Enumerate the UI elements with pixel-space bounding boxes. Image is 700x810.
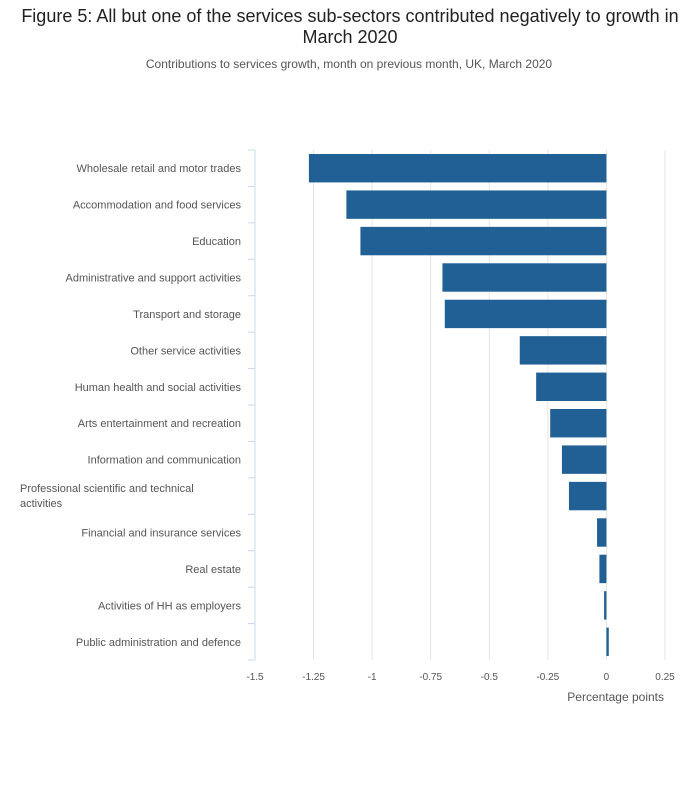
category-label: Public administration and defence <box>76 637 241 649</box>
bar <box>568 481 607 511</box>
x-tick-label: -1 <box>368 672 377 683</box>
bar <box>346 190 607 219</box>
chart-title: Figure 5: All but one of the services su… <box>21 6 679 47</box>
x-axis-ticks: -1.5 -1.25 -1 -0.75 -0.5 -0.25 0 0.25 <box>246 672 675 683</box>
x-axis-title: Percentage points <box>567 690 664 704</box>
x-tick-label: 0 <box>604 672 610 683</box>
category-label: Professional scientific and technical act… <box>20 483 194 510</box>
bar <box>597 518 607 547</box>
bar <box>444 299 607 329</box>
category-label: Administrative and support activities <box>66 273 242 285</box>
category-label: Wholesale retail and motor trades <box>77 163 242 175</box>
x-tick-label: -0.75 <box>419 672 442 683</box>
bar <box>604 591 607 620</box>
bar <box>561 445 607 474</box>
x-tick-label: -0.25 <box>536 672 559 683</box>
category-label: Activities of HH as employers <box>98 600 242 612</box>
bar <box>599 554 607 584</box>
category-label: Information and communication <box>88 455 241 467</box>
category-label: Other service activities <box>130 345 241 357</box>
bar <box>606 627 609 656</box>
category-label: Real estate <box>185 564 241 576</box>
category-label: Financial and insurance services <box>81 528 241 540</box>
bar <box>519 336 607 365</box>
category-label: Human health and social activities <box>75 382 242 394</box>
category-label: Education <box>192 236 241 248</box>
bar <box>536 372 607 401</box>
bars <box>308 154 609 656</box>
bar <box>442 263 607 292</box>
chart-subtitle: Contributions to services growth, month … <box>145 57 553 71</box>
bar <box>360 226 607 256</box>
x-tick-label: -1.5 <box>246 672 264 683</box>
y-axis <box>248 149 256 661</box>
category-labels: Wholesale retail and motor trades Accommo… <box>20 163 241 649</box>
gridlines <box>313 150 666 660</box>
category-label: Arts entertainment and recreation <box>78 418 241 430</box>
bar <box>308 154 607 183</box>
bar <box>550 409 607 438</box>
x-tick-label: -1.25 <box>302 672 325 683</box>
x-tick-label: -0.5 <box>481 672 499 683</box>
category-label: Transport and storage <box>133 309 241 321</box>
category-label: Accommodation and food services <box>73 200 242 212</box>
x-tick-label: 0.25 <box>655 672 675 683</box>
